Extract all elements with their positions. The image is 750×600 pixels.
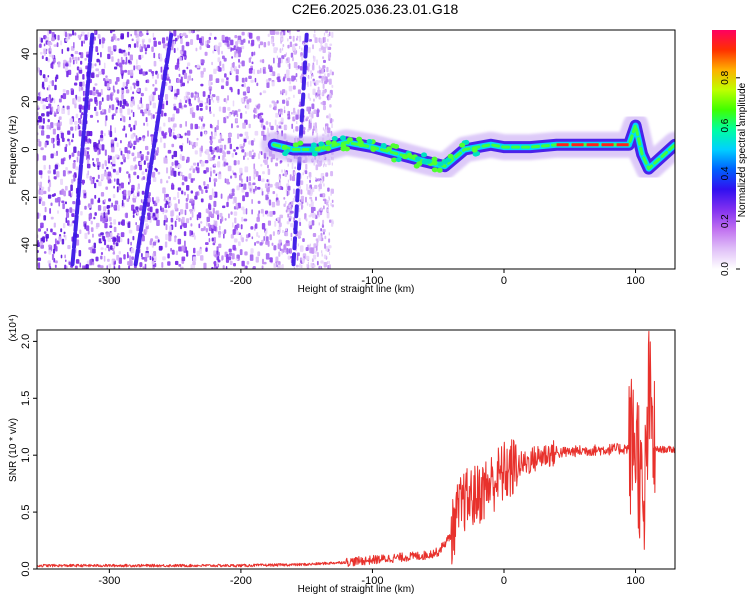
signal-blob	[309, 147, 316, 153]
signal-blob	[471, 147, 478, 153]
colorbar-gradient	[712, 30, 736, 269]
signal-blob	[395, 157, 402, 163]
signal-blob	[343, 146, 350, 152]
snr-panel: -300 -200 -100 0 100 0.0 0.5 1.0 1.5 2.0 Height …	[8, 314, 676, 595]
colorbar-tick-label: 0.8	[720, 70, 731, 84]
snr-y-ticks: 0.0 0.5 1.0 1.5 2.0	[20, 334, 37, 577]
snr-y-tick-label: 0.0	[20, 561, 32, 576]
diagonal-streak	[70, 32, 95, 267]
signal-blob	[339, 135, 346, 141]
signal-blob	[459, 142, 466, 148]
signal-blob	[463, 139, 470, 145]
snr-x-tick-label: 0	[501, 575, 507, 587]
signal-center	[272, 124, 675, 171]
signal-blob	[331, 140, 338, 146]
spectrogram-y-tick-label: -20	[20, 189, 32, 205]
snr-series-line	[37, 330, 675, 568]
signal-blob	[413, 163, 420, 169]
snr-x-tick-label: -200	[230, 575, 252, 587]
snr-y-tick-label: 1.0	[20, 448, 32, 463]
spectrogram-y-ticks: -40 -20 0 20 40	[20, 48, 37, 253]
spectrogram-y-tick-label: 20	[20, 96, 32, 108]
spectrogram-y-tick-label: 0	[20, 146, 32, 152]
snr-x-ticks: -300 -200 -100 0 100	[98, 569, 645, 587]
signal-blob	[436, 167, 443, 173]
signal-blob	[297, 140, 304, 146]
signal-blob	[431, 167, 438, 173]
signal-blob	[370, 147, 377, 153]
colorbar-ticks: 0.0 0.2 0.4 0.6 0.8	[720, 70, 740, 276]
signal-blob	[357, 142, 364, 148]
spectrogram-x-tick-label: 0	[501, 275, 507, 287]
snr-y-label: SNR (10 * v/v)	[8, 418, 19, 482]
signal-blob	[421, 159, 428, 165]
colorbar-tick-label: 0.4	[720, 166, 731, 180]
snr-x-tick-label: 100	[626, 575, 644, 587]
signal-blob	[447, 153, 454, 159]
signal-blob	[406, 152, 413, 158]
snr-y-multiplier: (x10⁴)	[8, 314, 19, 341]
signal-blob	[311, 151, 318, 157]
diagonal-streak	[133, 32, 174, 267]
signal-blob	[442, 159, 449, 165]
signal-blob	[431, 156, 438, 162]
signal-blob	[391, 157, 398, 163]
colorbar-tick-label: 0.6	[720, 118, 731, 132]
signal-blob	[318, 141, 325, 147]
spectrogram-content	[37, 30, 675, 269]
signal-blob	[310, 142, 317, 148]
signal-blob	[325, 140, 332, 146]
colorbar-tick-label: 0.0	[720, 262, 731, 276]
spectrogram-y-tick-label: -40	[20, 237, 32, 253]
snr-x-tick-label: -100	[361, 575, 383, 587]
spectrogram-x-tick-label: -100	[361, 275, 383, 287]
signal-blob	[315, 146, 322, 152]
signal-blob	[292, 142, 299, 148]
signal-blob	[281, 144, 288, 150]
spectrogram-x-tick-label: 100	[626, 275, 644, 287]
snr-x-label: Height of straight line (km)	[298, 584, 415, 595]
signal-blob	[437, 161, 444, 167]
snr-y-tick-label: 1.5	[20, 391, 32, 406]
signal-blob	[385, 146, 392, 152]
snr-y-tick-label: 2.0	[20, 334, 32, 349]
signal-blob	[325, 146, 332, 152]
signal-blob	[346, 137, 353, 143]
signal-blob	[283, 148, 290, 154]
signal-blob	[366, 139, 373, 145]
colorbar: 0.0 0.2 0.4 0.6 0.8 Normalized spectral ampl…	[712, 30, 748, 276]
snr-frame	[36, 329, 676, 570]
signal-blob	[331, 135, 338, 141]
spectrogram-y-label: Frequency (Hz)	[8, 116, 19, 185]
signal-blob	[390, 143, 397, 149]
signal-blob	[340, 143, 347, 149]
spectrogram-y-tick-label: 40	[20, 48, 32, 60]
snr-y-tick-label: 0.5	[20, 504, 32, 519]
snr-content	[37, 330, 675, 568]
spectrogram-x-tick-label: -200	[230, 275, 252, 287]
spectrogram-x-ticks: -300 -200 -100 0 100	[98, 269, 645, 287]
signal-blob	[420, 152, 427, 158]
signal-blob	[380, 143, 387, 149]
spectrogram-x-tick-label: -300	[98, 275, 120, 287]
colorbar-tick-label: 0.2	[720, 214, 731, 228]
figure-title: C2E6.2025.036.23.01.G18	[292, 1, 459, 17]
colorbar-label: Normalized spectral amplitude	[737, 82, 748, 217]
signal-blob	[414, 156, 421, 162]
spectrogram-x-label: Height of straight line (km)	[298, 284, 415, 295]
snr-x-tick-label: -300	[98, 575, 120, 587]
